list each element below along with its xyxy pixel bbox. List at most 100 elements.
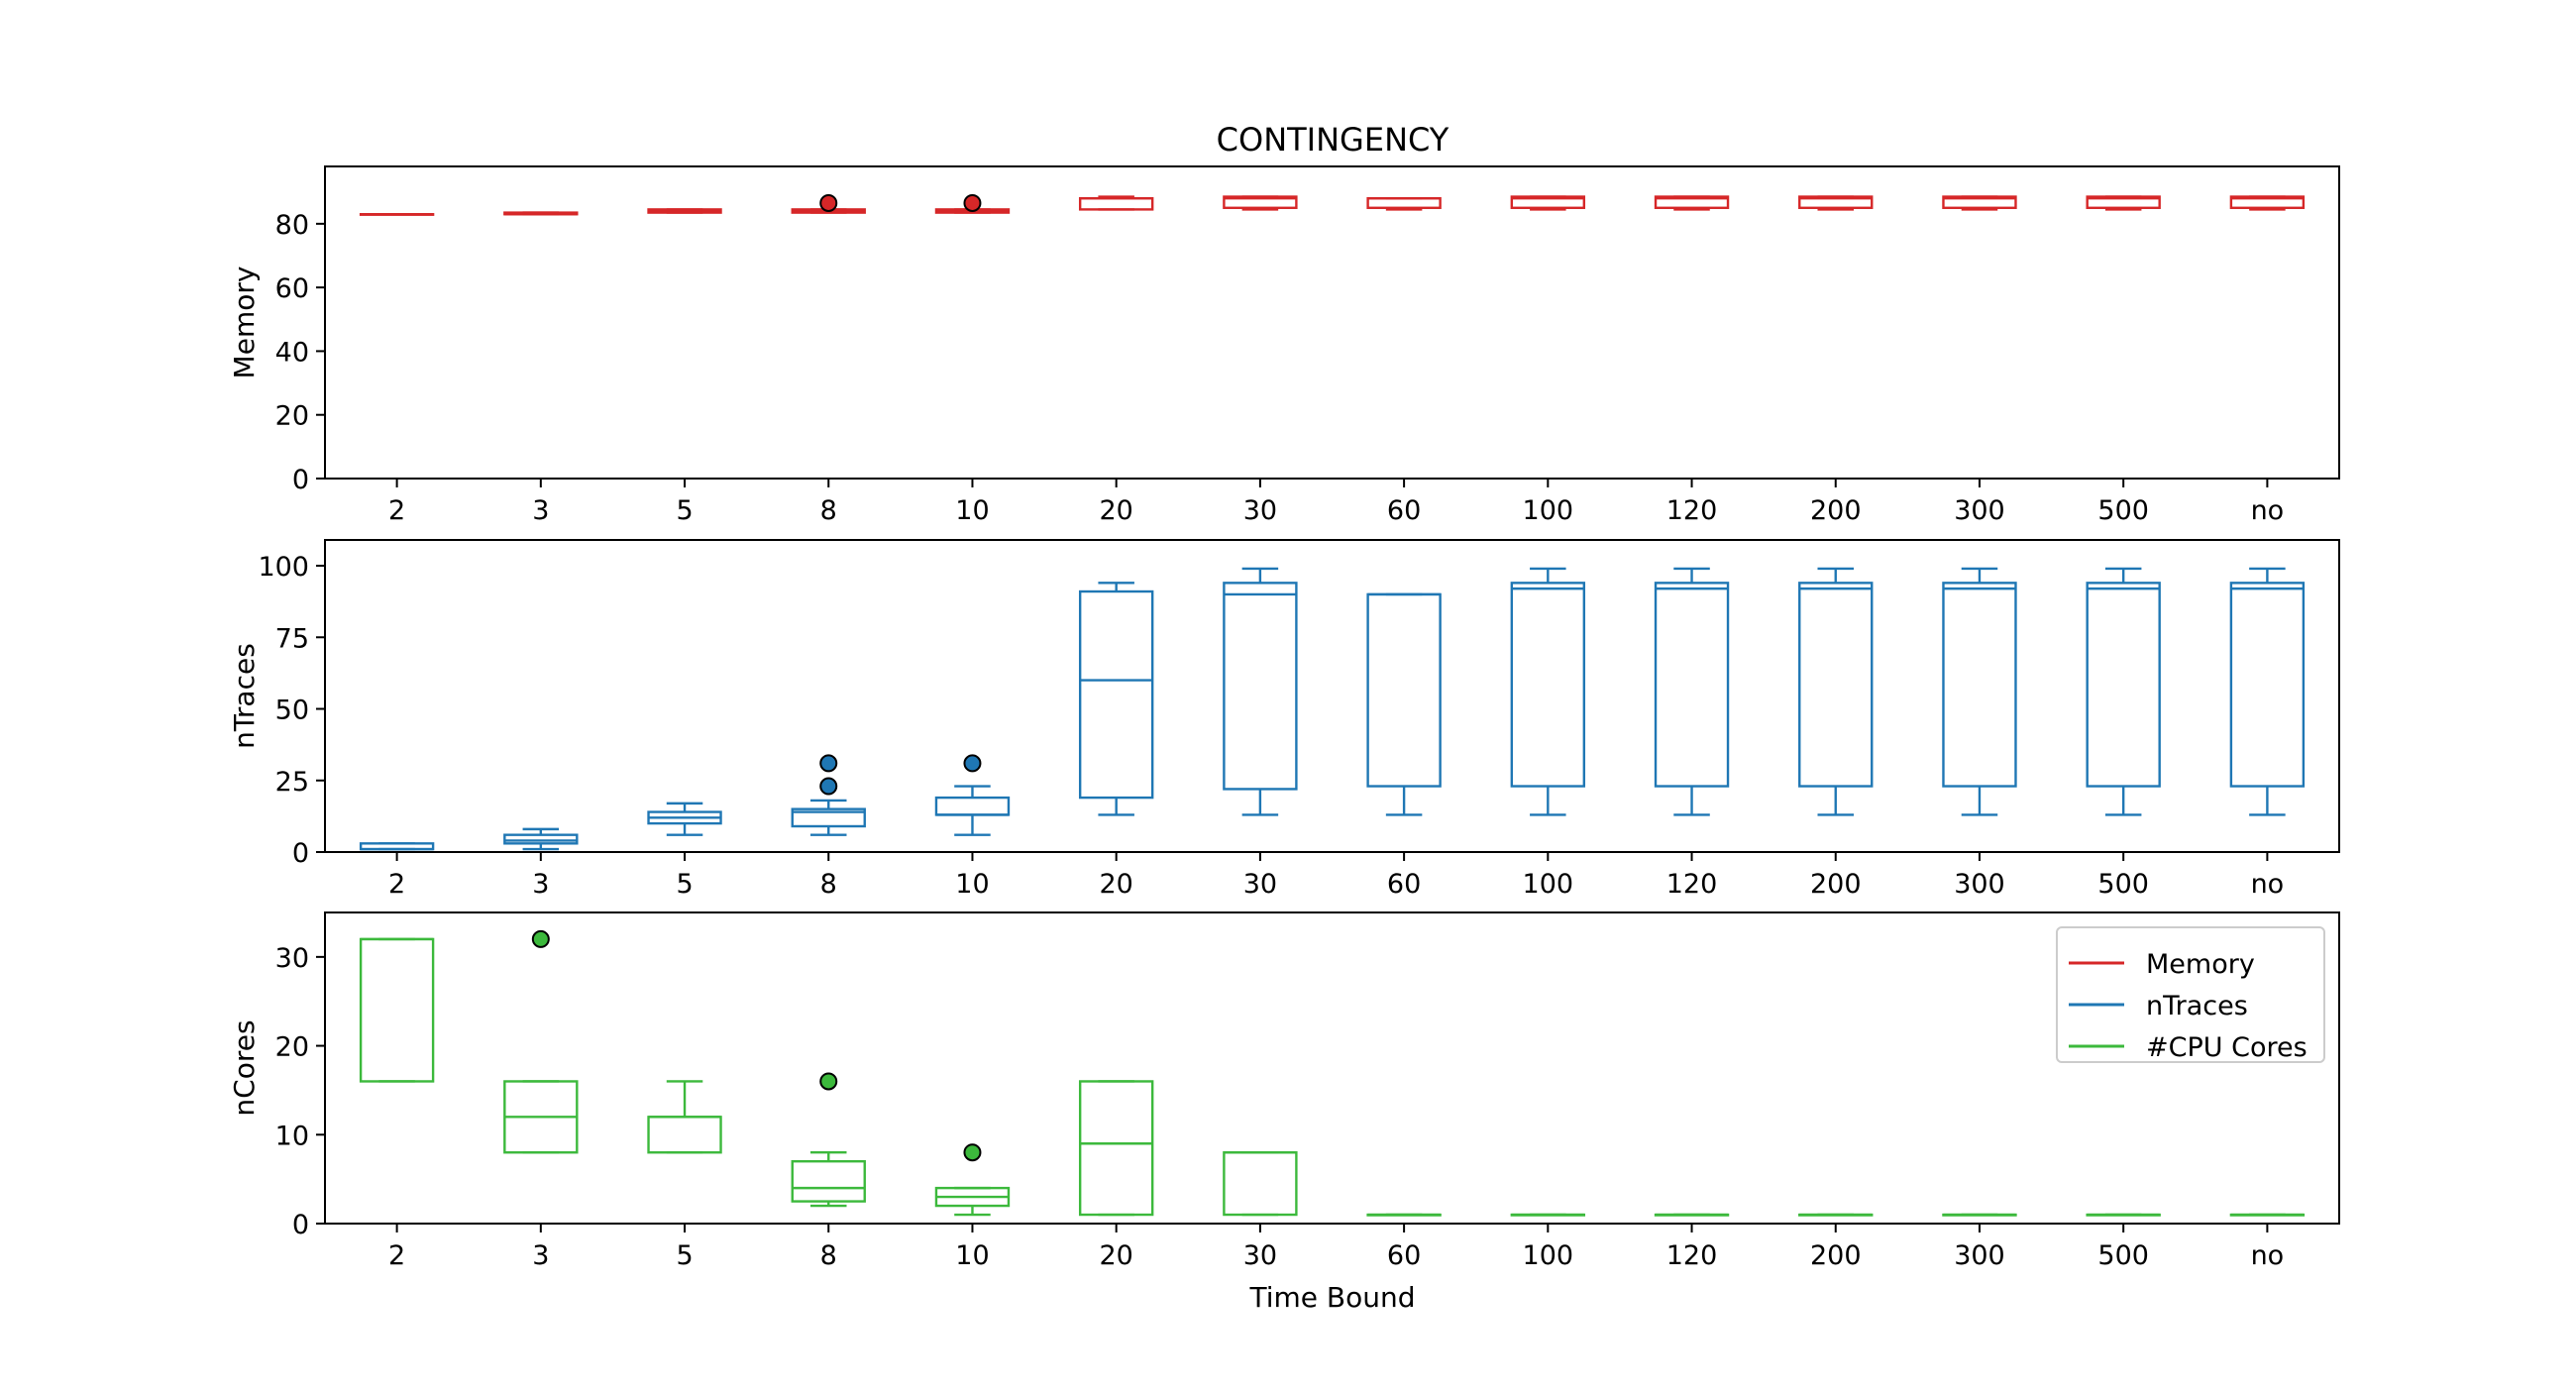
x-tick-label: no (2251, 1240, 2285, 1271)
y-tick-label: 0 (292, 838, 309, 869)
box-body (1078, 589, 1154, 800)
x-tick-label: 2 (388, 869, 405, 900)
box-120 (1654, 567, 1730, 816)
x-tick-label: 100 (1523, 1240, 1574, 1271)
legend-label: #CPU Cores (2146, 1032, 2308, 1063)
box-body (1366, 592, 1442, 788)
x-tick-label: 300 (1954, 495, 2005, 526)
box-30 (1223, 567, 1298, 816)
box-3 (503, 929, 579, 1154)
box-body (1654, 582, 1730, 788)
x-tick-label: 30 (1243, 869, 1277, 900)
outlier-point (819, 193, 838, 212)
x-tick-label: 30 (1243, 495, 1277, 526)
box-body (647, 1116, 722, 1154)
outlier-point (963, 1143, 982, 1162)
box-3 (503, 211, 579, 216)
x-tick-label: 3 (532, 869, 549, 900)
outlier-point (963, 754, 982, 773)
box-body (1223, 582, 1298, 791)
box-20 (1078, 195, 1154, 211)
x-tick-label: 20 (1099, 869, 1132, 900)
box-30 (1223, 195, 1298, 211)
x-tick-label: 5 (676, 495, 693, 526)
x-tick-label: 5 (676, 1240, 693, 1271)
box-100 (1510, 195, 1586, 211)
box-300 (1942, 195, 2017, 211)
y-tick-label: 0 (292, 465, 309, 495)
x-tick-label: 60 (1387, 495, 1421, 526)
box-body (791, 1159, 866, 1203)
x-tick-label: 30 (1243, 1240, 1277, 1271)
x-tick-label: 500 (2097, 869, 2149, 900)
box-10 (934, 1143, 1011, 1217)
box-body (791, 807, 866, 828)
y-axis-label: Memory (228, 267, 261, 379)
box-200 (1798, 195, 1874, 211)
box-20 (1078, 1080, 1154, 1217)
x-tick-label: 120 (1666, 869, 1718, 900)
x-tick-label: 3 (532, 495, 549, 526)
y-axis-label: nTraces (228, 643, 261, 749)
x-tick-label: 500 (2097, 495, 2149, 526)
axes-frame (324, 165, 2340, 480)
y-tick-label: 20 (275, 401, 309, 432)
box-2 (359, 937, 435, 1083)
box-body (2086, 195, 2161, 209)
y-tick-label: 30 (275, 943, 309, 974)
x-tick-label: no (2251, 495, 2285, 526)
panel-3: 0 10 20 30 nCores 2 3 5 8 10 20 30 60 100 120 200 300 500… (228, 911, 2340, 1271)
y-tick-label: 0 (292, 1210, 309, 1240)
box-60 (1366, 196, 1442, 211)
x-tick-label: 2 (388, 495, 405, 526)
box-body (1654, 195, 1730, 209)
x-tick-label: 300 (1954, 1240, 2005, 1271)
outlier-point (531, 929, 550, 948)
outlier-point (819, 1072, 838, 1091)
outlier-point (819, 777, 838, 796)
y-tick-label: 80 (275, 210, 309, 241)
box-300 (1942, 1213, 2017, 1217)
axes-frame (324, 539, 2340, 853)
y-tick-label: 25 (275, 767, 309, 798)
box-500 (2086, 1213, 2161, 1217)
y-axis-label: nCores (228, 1019, 261, 1116)
x-tick-label: 120 (1666, 495, 1718, 526)
legend: Memory nTraces #CPU Cores (2056, 926, 2325, 1063)
outlier-point (819, 754, 838, 773)
panel-1: 0 20 40 60 80 Memory 2 3 5 8 10 20 30 60 100 120 200 300 5… (228, 165, 2340, 526)
x-tick-label: 200 (1810, 1240, 1862, 1271)
x-tick-label: 100 (1523, 869, 1574, 900)
box-2 (359, 213, 435, 216)
box-8 (791, 1072, 866, 1208)
box-300 (1942, 567, 2017, 816)
x-tick-label: 60 (1387, 1240, 1421, 1271)
box-body (934, 796, 1011, 816)
x-tick-label: 8 (820, 1240, 837, 1271)
y-tick-label: 60 (275, 273, 309, 304)
box-5 (647, 802, 722, 836)
x-tick-label: 10 (955, 1240, 989, 1271)
box-100 (1510, 567, 1586, 816)
box-body (1798, 195, 1874, 209)
box-body (1078, 196, 1154, 211)
x-tick-label: 2 (388, 1240, 405, 1271)
box-body (2086, 582, 2161, 788)
x-tick-label: 20 (1099, 495, 1132, 526)
y-tick-label: 10 (275, 1121, 309, 1151)
y-tick-label: 40 (275, 337, 309, 368)
x-tick-label: 5 (676, 869, 693, 900)
x-tick-label: 200 (1810, 869, 1862, 900)
box-120 (1654, 195, 1730, 211)
box-no (2229, 1213, 2306, 1217)
box-30 (1223, 1151, 1298, 1217)
box-body (359, 937, 435, 1083)
x-tick-label: no (2251, 869, 2285, 900)
box-no (2229, 567, 2306, 816)
box-5 (647, 1080, 722, 1154)
x-tick-label: 10 (955, 495, 989, 526)
box-body (503, 833, 579, 845)
box-500 (2086, 195, 2161, 211)
box-10 (934, 754, 1011, 836)
